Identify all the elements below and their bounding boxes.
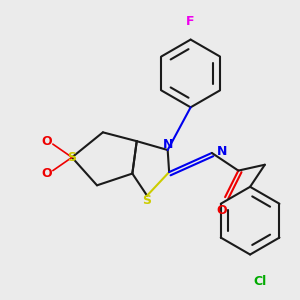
Text: O: O	[42, 135, 52, 148]
Text: O: O	[217, 205, 227, 218]
Text: Cl: Cl	[254, 274, 267, 287]
Text: N: N	[217, 145, 227, 158]
Text: S: S	[142, 194, 152, 207]
Text: S: S	[68, 151, 76, 164]
Text: N: N	[163, 138, 173, 151]
Text: O: O	[42, 167, 52, 180]
Text: F: F	[185, 15, 194, 28]
